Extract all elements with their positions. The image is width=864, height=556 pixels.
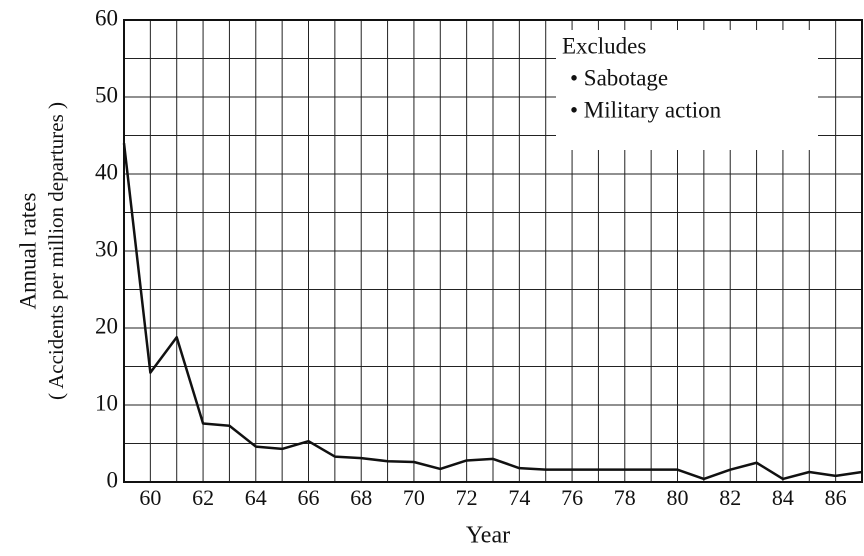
- y-tick-label: 20: [95, 313, 118, 338]
- annotation: • Sabotage: [570, 65, 668, 90]
- x-tick-label: 62: [192, 485, 214, 510]
- annotation: Excludes: [562, 33, 646, 58]
- y-tick-label: 40: [95, 159, 118, 184]
- x-tick-label: 86: [825, 485, 847, 510]
- x-tick-label: 72: [456, 485, 478, 510]
- x-tick-label: 66: [298, 485, 320, 510]
- annotation-box: [556, 30, 818, 150]
- y-tick-label: 30: [95, 236, 118, 261]
- x-tick-label: 82: [719, 485, 741, 510]
- x-tick-label: 78: [614, 485, 636, 510]
- y-axis-label: Annual rates: [15, 193, 40, 310]
- plot-frame: [123, 19, 863, 483]
- y-tick-label: 60: [95, 5, 118, 30]
- data-line: [122, 143, 863, 481]
- x-tick-label: 70: [403, 485, 425, 510]
- x-axis-label: Year: [466, 523, 510, 549]
- x-tick-label: 80: [667, 485, 689, 510]
- x-tick-label: 74: [508, 485, 530, 510]
- y-axis-label: ( Accidents per million departures ): [44, 102, 68, 400]
- annotation: • Military action: [570, 97, 722, 122]
- x-tick-label: 64: [245, 485, 267, 510]
- y-tick-label: 0: [107, 467, 119, 492]
- x-tick-label: 68: [350, 485, 372, 510]
- y-tick-label: 50: [95, 82, 118, 107]
- x-tick-label: 84: [772, 485, 794, 510]
- x-tick-label: 60: [139, 485, 161, 510]
- x-tick-label: 76: [561, 485, 583, 510]
- y-tick-label: 10: [95, 390, 118, 415]
